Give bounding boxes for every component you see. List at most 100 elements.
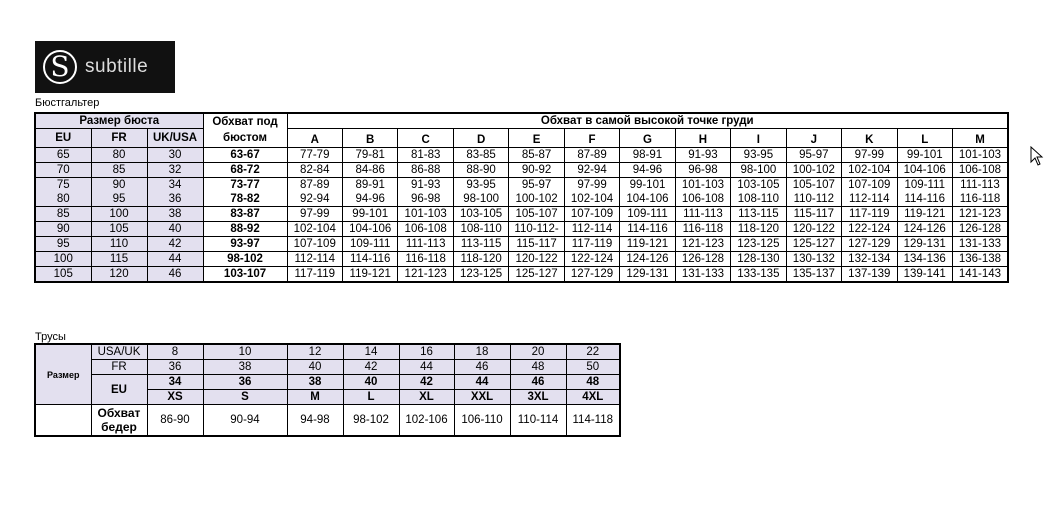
empty-cell	[34, 404, 92, 437]
cup-value: 114-116	[341, 251, 399, 267]
cup-value: 95-97	[785, 147, 843, 163]
cup-value: 107-109	[286, 236, 343, 252]
cup-value: 119-121	[341, 266, 399, 283]
cup-value: 106-108	[951, 162, 1009, 178]
logo-mark: S	[43, 50, 77, 84]
size-fr: 110	[90, 236, 148, 252]
cup-value: 102-104	[286, 221, 343, 237]
cup-value: 131-133	[951, 236, 1009, 252]
cup-col-header: D	[452, 128, 510, 148]
cup-col-header: K	[841, 128, 898, 148]
cup-value: 117-119	[841, 206, 898, 222]
hip-value: 94-98	[286, 404, 344, 437]
size-value: 3XL	[509, 389, 567, 405]
cup-value: 114-116	[619, 221, 676, 237]
cup-value: 106-108	[397, 221, 454, 237]
cup-value: 111-113	[674, 206, 732, 222]
header-row: EU FR UK/USA A B C D E F G H I J K L M	[34, 128, 1009, 148]
cup-value: 88-90	[452, 162, 510, 178]
size-value: 38	[286, 374, 344, 390]
cup-value: 87-89	[563, 147, 621, 163]
size-eu: 65	[34, 147, 92, 163]
cup-value: 136-138	[951, 251, 1009, 267]
underbust-value: 88-92	[202, 221, 288, 237]
cup-value: 92-94	[286, 192, 343, 207]
size-fr: 115	[90, 251, 148, 267]
hip-value: 86-90	[146, 404, 204, 437]
table-row: 65 80 30 63-67 77-79 79-81 81-83 83-85 85-87 87-8…	[34, 147, 1009, 163]
cup-value: 99-101	[341, 206, 399, 222]
cup-value: 112-114	[563, 221, 621, 237]
cup-value: 94-96	[341, 192, 399, 207]
size-value: 50	[565, 359, 621, 375]
table-row: FR 36 38 40 42 44 46 48 50	[35, 359, 621, 375]
hip-value: 90-94	[202, 404, 288, 437]
hip-value: 110-114	[509, 404, 567, 437]
cup-value: 105-107	[508, 206, 565, 222]
cup-value: 127-129	[841, 236, 898, 252]
underbust-value: 83-87	[202, 206, 288, 222]
size-fr: 100	[90, 206, 148, 222]
size-value: 40	[286, 359, 344, 375]
cup-value: 118-120	[730, 221, 787, 237]
mouse-cursor-icon	[1030, 146, 1044, 166]
cup-col-header: I	[730, 128, 787, 148]
hip-value: 106-110	[453, 404, 511, 437]
cup-col-header: A	[286, 128, 343, 148]
size-col-header: EU	[34, 128, 92, 148]
cup-value: 102-104	[841, 162, 898, 178]
hip-row: Обхват бедер 86-90 90-94 94-98 98-102 102-106…	[34, 404, 621, 437]
briefs-section-title: Трусы	[35, 331, 66, 343]
size-value: 4XL	[565, 389, 621, 405]
size-fr: 80	[90, 147, 148, 163]
cup-value: 123-125	[730, 236, 787, 252]
cup-value: 108-110	[730, 192, 787, 207]
underbust-value: 98-102	[202, 251, 288, 267]
cup-value: 137-139	[841, 266, 898, 283]
cup-value: 127-129	[563, 266, 621, 283]
size-col-header: UK/USA	[146, 128, 204, 148]
cup-value: 98-100	[452, 192, 510, 207]
cup-value: 131-133	[674, 266, 732, 283]
cup-value: 129-131	[619, 266, 676, 283]
size-value: 12	[286, 343, 344, 360]
size-value: 38	[202, 359, 288, 375]
size-col-header: FR	[90, 128, 148, 148]
size-eu: 80	[34, 192, 92, 207]
underbust-value: 93-97	[202, 236, 288, 252]
cup-value: 119-121	[896, 206, 953, 222]
size-fr: 85	[90, 162, 148, 178]
cup-value: 121-123	[951, 206, 1009, 222]
hip-value: 98-102	[342, 404, 400, 437]
cup-value: 101-103	[674, 177, 732, 192]
cup-value: 97-99	[841, 147, 898, 163]
logo-wordmark: subtille	[85, 56, 149, 77]
cup-value: 97-99	[286, 206, 343, 222]
underbust-value: 63-67	[202, 147, 288, 163]
size-value: 42	[342, 359, 400, 375]
cup-value: 103-105	[452, 206, 510, 222]
table-row: 105 120 46 103-107 117-119 119-121 121-123 123-…	[34, 266, 1009, 283]
size-eu: 75	[34, 177, 92, 192]
cup-value: 139-141	[896, 266, 953, 283]
cup-value: 102-104	[563, 192, 621, 207]
cup-value: 90-92	[508, 162, 565, 178]
underbust-value: 103-107	[202, 266, 288, 283]
cup-value: 118-120	[452, 251, 510, 267]
size-eu: 70	[34, 162, 92, 178]
size-group-header: Размер бюста	[34, 112, 204, 129]
size-uk: 32	[146, 162, 204, 178]
table-row: 90 105 40 88-92 102-104 104-106 106-108 108-110…	[34, 221, 1009, 237]
cup-col-header: C	[397, 128, 454, 148]
table-row: 80 95 36 78-82 92-94 94-96 96-98 98-100 100-102 1…	[34, 192, 1009, 207]
cup-col-header: H	[674, 128, 732, 148]
size-value: XL	[398, 389, 455, 405]
cup-value: 92-94	[563, 162, 621, 178]
underbust-value: 73-77	[202, 177, 288, 192]
cup-value: 116-118	[397, 251, 454, 267]
cup-value: 84-86	[341, 162, 399, 178]
cup-value: 104-106	[341, 221, 399, 237]
size-uk: 46	[146, 266, 204, 283]
cup-value: 93-95	[730, 147, 787, 163]
cup-value: 109-111	[896, 177, 953, 192]
